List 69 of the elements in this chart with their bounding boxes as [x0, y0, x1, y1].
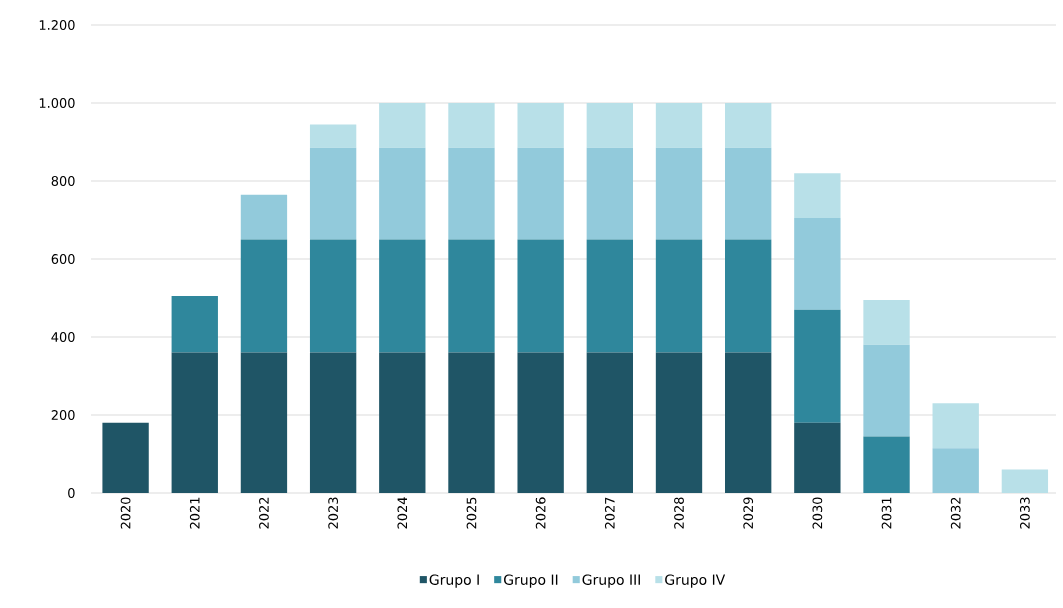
bar: [448, 239, 495, 353]
bar: [794, 218, 841, 310]
bar: [379, 239, 426, 353]
bar: [655, 103, 703, 148]
bar: [309, 124, 357, 148]
x-tick-label: 2026: [535, 497, 546, 529]
x-tick-label: 2024: [397, 497, 408, 529]
legend-label: Grupo II: [504, 574, 558, 588]
bar: [240, 352, 288, 493]
bar: [794, 173, 841, 219]
x-tick-label: 2021: [189, 497, 200, 529]
bar: [725, 147, 772, 240]
x-tick-label: 2025: [466, 497, 477, 529]
bar: [379, 103, 426, 148]
x-tick-label: 2020: [120, 497, 131, 529]
bar: [448, 352, 495, 493]
bar: [586, 103, 633, 148]
bar: [102, 422, 149, 493]
bar: [794, 309, 841, 423]
x-tick-label: 2022: [259, 497, 269, 529]
x-tick-label: 2027: [604, 497, 615, 529]
y-tick-label: 1.000: [39, 98, 75, 108]
bar: [655, 352, 703, 493]
bar: [379, 147, 426, 240]
bar: [725, 352, 772, 493]
x-tick-label: 2032: [950, 497, 961, 529]
bar: [517, 352, 564, 493]
bar: [586, 239, 633, 353]
legend-label: Grupo IV: [665, 574, 726, 588]
bar: [309, 147, 357, 240]
bar: [240, 239, 288, 353]
bar: [586, 352, 633, 493]
bar: [725, 103, 772, 148]
bar: [448, 147, 495, 240]
bar: [932, 448, 979, 493]
bar: [171, 352, 218, 493]
bar: [1001, 469, 1049, 493]
bar: [517, 239, 564, 353]
bar: [863, 299, 910, 345]
bar: [379, 352, 426, 493]
bar: [655, 147, 703, 240]
bar: [655, 239, 703, 353]
x-tick-label: 2023: [328, 497, 339, 529]
bar: [171, 296, 218, 353]
y-tick-label: 400: [51, 332, 75, 342]
bar: [586, 147, 633, 240]
x-tick-label: 2033: [1019, 497, 1030, 529]
bar: [240, 194, 288, 240]
bar: [863, 344, 910, 437]
bar: [517, 103, 564, 148]
x-tick-label: 2029: [743, 497, 754, 529]
legend-label: Grupo III: [582, 574, 640, 588]
y-tick-label: 600: [51, 254, 75, 264]
legend-label: Grupo I: [429, 574, 479, 588]
bar: [863, 436, 910, 493]
y-tick-label: 0: [68, 488, 75, 498]
x-tick-label: 2031: [881, 497, 892, 529]
y-tick-label: 200: [51, 410, 75, 420]
y-tick-label: 1.200: [39, 20, 75, 30]
bar: [517, 147, 564, 240]
bar: [725, 239, 772, 353]
y-tick-label: 800: [51, 176, 75, 186]
x-tick-label: 2028: [674, 497, 684, 529]
bar: [309, 239, 357, 353]
bar: [309, 352, 357, 493]
bar: [448, 103, 495, 148]
x-tick-label: 2030: [812, 497, 823, 529]
bar: [932, 403, 979, 449]
bar: [794, 422, 841, 493]
